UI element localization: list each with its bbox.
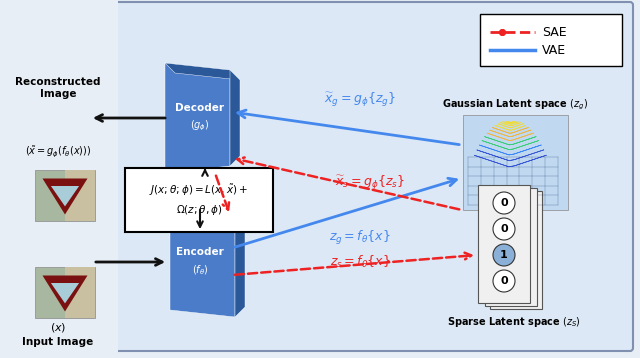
Bar [0, 0, 118, 358]
Bar [480, 14, 622, 66]
FancyBboxPatch shape [490, 191, 542, 309]
Text: $\widetilde{x}_s = g_\phi\{z_s\}$: $\widetilde{x}_s = g_\phi\{z_s\}$ [335, 174, 405, 192]
Polygon shape [42, 276, 88, 311]
Text: Gaussian Latent space $(z_g)$: Gaussian Latent space $(z_g)$ [442, 98, 589, 112]
Text: 0: 0 [500, 224, 508, 234]
Text: $\Omega(z;\theta,\phi)$: $\Omega(z;\theta,\phi)$ [176, 203, 222, 217]
Bar [35, 266, 95, 318]
Text: Reconstructed
Image: Reconstructed Image [15, 77, 100, 99]
Text: Input Image: Input Image [22, 337, 93, 347]
Circle shape [493, 218, 515, 240]
FancyBboxPatch shape [478, 185, 530, 303]
Text: $(f_\theta)$: $(f_\theta)$ [192, 263, 208, 277]
Text: $(g_\phi)$: $(g_\phi)$ [190, 119, 210, 133]
Text: Decoder: Decoder [175, 103, 225, 113]
Bar [65, 266, 95, 318]
Text: Sparse Latent space $(z_S)$: Sparse Latent space $(z_S)$ [447, 315, 581, 329]
Text: 1: 1 [500, 250, 508, 260]
Text: $(x)$: $(x)$ [50, 321, 66, 334]
Text: $z_g = f_\theta\{x\}$: $z_g = f_\theta\{x\}$ [329, 229, 391, 247]
Polygon shape [51, 283, 79, 303]
Text: Encoder: Encoder [176, 247, 224, 257]
Bar [35, 169, 95, 221]
Text: $J(x;\theta;\phi) = L(x,\tilde{x}) +$: $J(x;\theta;\phi) = L(x,\tilde{x}) +$ [150, 183, 248, 198]
FancyBboxPatch shape [485, 188, 537, 306]
Polygon shape [235, 207, 245, 317]
Bar [65, 169, 95, 221]
Text: VAE: VAE [542, 44, 566, 57]
Text: 0: 0 [500, 198, 508, 208]
FancyBboxPatch shape [115, 2, 633, 351]
Bar [125, 168, 273, 232]
Bar [463, 115, 568, 210]
Circle shape [493, 192, 515, 214]
Text: $z_s = f_\theta\{x\}$: $z_s = f_\theta\{x\}$ [330, 254, 390, 270]
Text: $(\tilde{x} = g_\phi(f_\theta(x)))$: $(\tilde{x} = g_\phi(f_\theta(x)))$ [25, 144, 91, 160]
Polygon shape [170, 207, 235, 317]
Circle shape [493, 270, 515, 292]
Text: $\widetilde{x}_g = g_\phi\{z_g\}$: $\widetilde{x}_g = g_\phi\{z_g\}$ [324, 91, 396, 109]
Polygon shape [165, 63, 230, 173]
Polygon shape [230, 70, 240, 166]
Text: SAE: SAE [542, 25, 566, 39]
Polygon shape [170, 207, 245, 224]
Polygon shape [165, 63, 240, 80]
Polygon shape [42, 179, 88, 214]
Circle shape [493, 244, 515, 266]
Text: 0: 0 [500, 276, 508, 286]
Polygon shape [51, 186, 79, 207]
